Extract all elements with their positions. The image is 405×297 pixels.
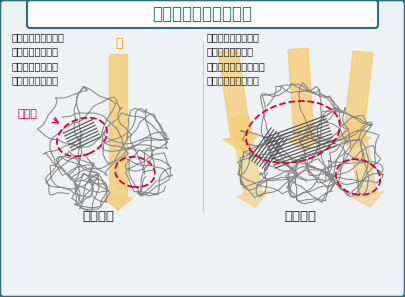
Polygon shape — [336, 133, 371, 150]
Polygon shape — [344, 51, 373, 136]
Text: 結晶サイズが小さく
結晶化度が低いと
光が一様に透過し
高透明となります: 結晶サイズが小さく 結晶化度が低いと 光が一様に透過し 高透明となります — [12, 32, 65, 85]
Polygon shape — [109, 54, 127, 198]
Text: 高分子の配列イメージ: 高分子の配列イメージ — [152, 5, 252, 23]
Polygon shape — [346, 121, 377, 196]
Text: 低結晶性: 低結晶性 — [82, 211, 114, 224]
FancyBboxPatch shape — [27, 0, 378, 28]
Polygon shape — [231, 116, 262, 195]
Polygon shape — [352, 192, 384, 207]
Text: 結晶サイズが大きく
結晶化度が高いと
結晶部で光が乱反射し
透明度が下がります: 結晶サイズが大きく 結晶化度が高いと 結晶部で光が乱反射し 透明度が下がります — [207, 32, 266, 85]
Text: 結晶部: 結晶部 — [18, 109, 38, 119]
Text: 高結晶性: 高結晶性 — [284, 211, 316, 224]
Text: 光: 光 — [115, 37, 123, 50]
Polygon shape — [237, 191, 269, 207]
Polygon shape — [104, 198, 132, 210]
Polygon shape — [223, 134, 258, 152]
Polygon shape — [218, 48, 251, 138]
Polygon shape — [286, 135, 322, 152]
Polygon shape — [288, 48, 314, 137]
